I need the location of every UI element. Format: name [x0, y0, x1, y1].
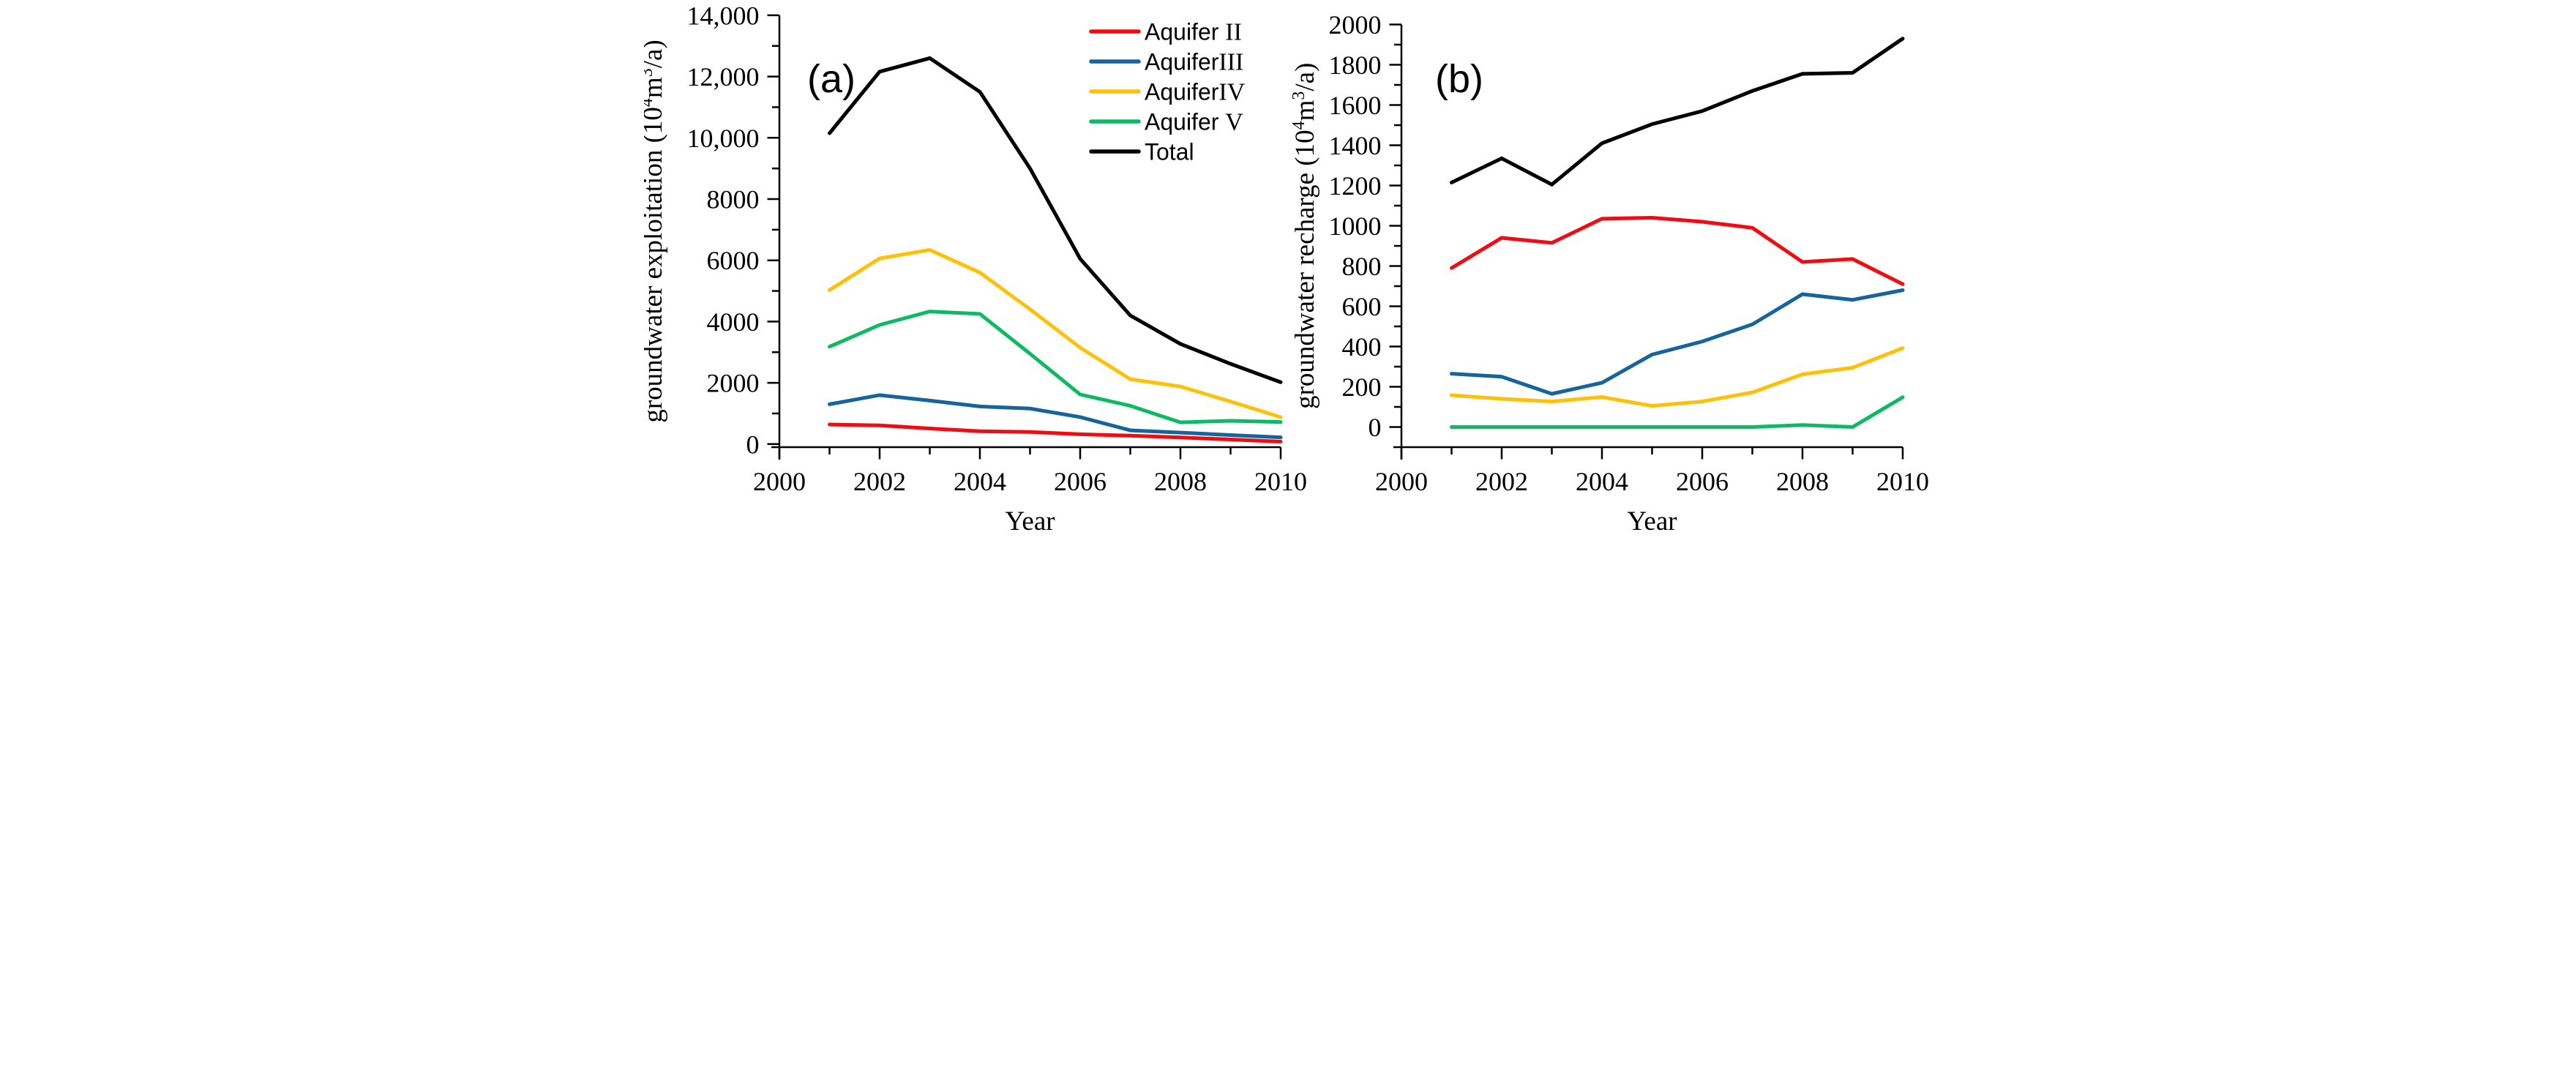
y-tick-label: 600 [1342, 292, 1382, 321]
legend: Aquifer II AquiferIII AquiferIV Aquifer V To… [1089, 19, 1246, 165]
y-tick-label: 2000 [1329, 10, 1382, 40]
groundwater-exploitation-recharge-figure: 2000 2002 2004 2006 2008 20100200040006000800… [644, 0, 1932, 539]
y-tick-label: 800 [1342, 252, 1382, 281]
y-tick-label: 1800 [1329, 50, 1382, 80]
series-line-total [1450, 37, 1905, 187]
x-tick-label: 2006 [1676, 467, 1729, 496]
series-line-aquifer-ii [1450, 215, 1905, 286]
y-tick-label: 2000 [707, 369, 760, 398]
y-axis-title-a: groundwater exploitation (104m3/a) [644, 40, 668, 422]
y-tick-label: 1000 [1329, 212, 1382, 241]
legend-item: AquiferIV [1089, 79, 1246, 106]
figure-container: 2000 2002 2004 2006 2008 2010 0 2000 4000 6000 800… [644, 0, 1932, 539]
x-tick-label: 2002 [1475, 467, 1528, 496]
legend-item: Aquifer II [1089, 19, 1242, 46]
legend-item: AquiferIII [1089, 49, 1243, 76]
panel-label-a: (a) [807, 57, 855, 101]
panel-b: 2000 2002 2004 2006 2008 2010 0 200 400 600 800 100… [1289, 10, 1929, 536]
y-tick-label: 4000 [707, 307, 760, 337]
legend-item: Total [1089, 139, 1194, 165]
y-tick-label: 400 [1342, 332, 1382, 362]
x-tick-label: 2004 [1576, 467, 1628, 496]
y-tick-label: 200 [1342, 373, 1382, 402]
x-tick-label: 2008 [1776, 467, 1829, 496]
legend-item: Aquifer V [1089, 109, 1243, 136]
x-tick-label: 2010 [1876, 467, 1929, 496]
series-line-aquifer-iii [1450, 288, 1905, 396]
series-line-aquifer-ii [828, 422, 1283, 443]
y-tick-label: 10,000 [687, 124, 760, 153]
y-tick-label: 1200 [1329, 171, 1382, 201]
y-tick-label: 0 [1368, 413, 1382, 442]
panel-label-b: (b) [1435, 57, 1483, 101]
series-line-aquifer-iv [828, 247, 1283, 419]
x-tick-label: 2008 [1154, 467, 1207, 496]
y-tick-label: 6000 [707, 246, 760, 275]
x-axis-title-a: Year [1005, 506, 1055, 536]
x-tick-label: 2004 [954, 467, 1006, 496]
y-tick-label: 8000 [707, 185, 760, 214]
series-line-aquifer-iii [828, 393, 1283, 440]
x-tick-label: 2006 [1054, 467, 1107, 496]
y-tick-label: 1600 [1329, 91, 1382, 120]
y-axis-title-b: groundwater recharge (104m3/a) [1289, 63, 1320, 409]
series-line-total [828, 56, 1283, 384]
panel-a: 2000 2002 2004 2006 2008 2010 0 2000 4000 6000 800… [644, 1, 1307, 536]
y-tick-label: 14,000 [687, 1, 760, 30]
x-tick-label: 2000 [1375, 467, 1428, 496]
series-line-aquifer-v [1450, 395, 1905, 430]
x-tick-label: 2000 [753, 467, 806, 496]
y-tick-label: 1400 [1329, 131, 1382, 160]
legend-label: AquiferIV [1145, 79, 1246, 106]
series-line-aquifer-v [828, 310, 1283, 424]
legend-label: Aquifer II [1145, 19, 1242, 46]
y-tick-label: 12,000 [687, 62, 760, 91]
x-tick-label: 2002 [853, 467, 906, 496]
x-axis-title-b: Year [1627, 506, 1677, 536]
x-tick-label: 2010 [1254, 467, 1307, 496]
legend-label: Aquifer V [1145, 109, 1243, 136]
legend-label: AquiferIII [1145, 49, 1243, 76]
series-line-aquifer-iv [1450, 346, 1905, 408]
y-tick-label: 0 [746, 430, 760, 459]
legend-label: Total [1145, 139, 1194, 165]
